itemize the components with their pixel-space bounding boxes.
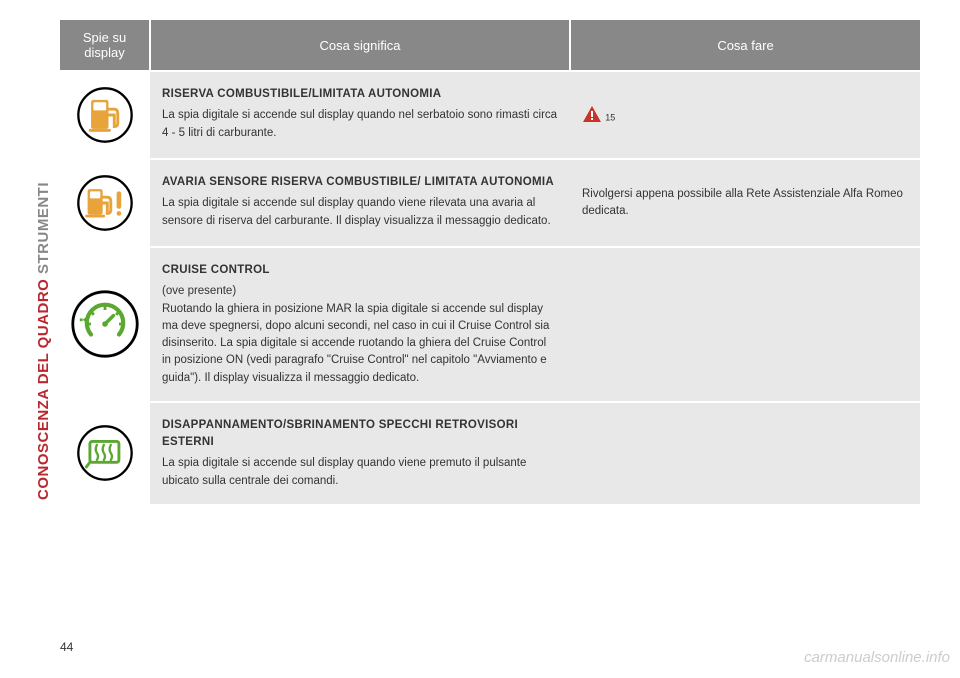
icon-cell [60,71,150,159]
fuel-icon [76,86,134,144]
table-row: CRUISE CONTROL (ove presente) Ruotando l… [60,247,920,402]
row-body: La spia digitale si accende sul display … [162,107,558,142]
table-row: AVARIA SENSORE RISERVA COMBUSTIBILE/ LIM… [60,159,920,247]
row-heading: AVARIA SENSORE RISERVA COMBUSTIBILE/ LIM… [162,174,558,191]
table-row: RISERVA COMBUSTIBILE/LIMITATA AUTONOMIA … [60,71,920,159]
icon-cell [60,402,150,504]
table-row: DISAPPANNAMENTO/SBRINAMENTO SPECCHI RETR… [60,402,920,504]
row-body: La spia digitale si accende sul display … [162,195,558,230]
row-heading: CRUISE CONTROL [162,262,558,279]
sidebar-text-red: CONOSCENZA DEL QUADRO [35,274,52,500]
defrost-icon [76,424,134,482]
row-body: (ove presente) Ruotando la ghiera in pos… [162,283,558,387]
col-icon: Spie su display [60,20,150,71]
cruise-control-icon [70,289,140,359]
action-cell: Rivolgersi appena possibile alla Rete As… [570,159,920,247]
action-cell [570,402,920,504]
icon-cell [60,159,150,247]
action-cell: 15 [570,71,920,159]
desc-cell: RISERVA COMBUSTIBILE/LIMITATA AUTONOMIA … [150,71,570,159]
row-heading: RISERVA COMBUSTIBILE/LIMITATA AUTONOMIA [162,86,558,103]
sidebar-text-gray: STRUMENTI [35,182,52,274]
page-content: Spie su display Cosa significa Cosa fare… [60,20,920,504]
indicator-table: Spie su display Cosa significa Cosa fare… [60,20,920,504]
desc-cell: CRUISE CONTROL (ove presente) Ruotando l… [150,247,570,402]
action-text: 15 [605,112,615,122]
action-text: Rivolgersi appena possibile alla Rete As… [582,186,908,221]
page-number: 44 [60,640,73,654]
warning-icon [582,105,602,123]
desc-cell: AVARIA SENSORE RISERVA COMBUSTIBILE/ LIM… [150,159,570,247]
row-body: La spia digitale si accende sul display … [162,455,558,490]
col-action: Cosa fare [570,20,920,71]
watermark: carmanualsonline.info [804,649,950,666]
col-meaning: Cosa significa [150,20,570,71]
fuel-alert-icon [76,174,134,232]
section-tab: CONOSCENZA DEL QUADRO STRUMENTI [35,20,55,520]
icon-cell [60,247,150,402]
row-heading: DISAPPANNAMENTO/SBRINAMENTO SPECCHI RETR… [162,417,558,452]
desc-cell: DISAPPANNAMENTO/SBRINAMENTO SPECCHI RETR… [150,402,570,504]
action-cell [570,247,920,402]
